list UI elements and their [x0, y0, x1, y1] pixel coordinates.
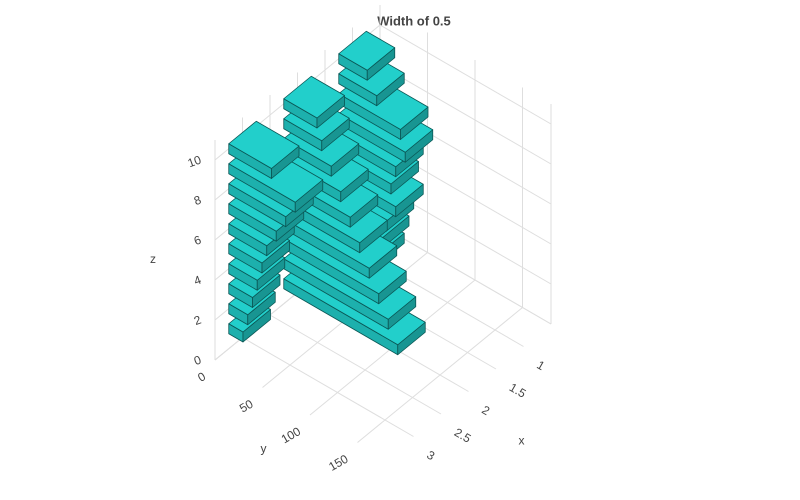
- bars: [228, 30, 434, 356]
- x-tick-label: 2: [479, 403, 492, 419]
- y-tick-label: 50: [237, 397, 256, 416]
- y-grid-line: [357, 307, 523, 443]
- y-tick-label: 100: [279, 424, 304, 446]
- chart-title: Width of 0.5: [377, 13, 451, 28]
- bar-top: [283, 75, 345, 119]
- y-axis-title: y: [261, 442, 267, 456]
- x-axis-title: x: [519, 434, 525, 448]
- z-tick-label: 6: [192, 233, 203, 249]
- z-grid-line: [379, 224, 552, 325]
- z-axis-title: z: [150, 252, 156, 266]
- z-tick-label: 8: [192, 193, 203, 209]
- y-tick-label: 150: [326, 452, 351, 474]
- z-grid-line: [379, 64, 552, 165]
- x-tick-label: 2.5: [452, 425, 474, 446]
- x-tick-label: 3: [424, 448, 437, 464]
- z-tick-label: 4: [192, 273, 203, 289]
- z-tick-label: 0: [192, 353, 203, 369]
- z-tick-label: 10: [186, 153, 204, 171]
- x-tick-label: 1: [534, 358, 547, 374]
- bar-top: [228, 120, 300, 169]
- bar-top: [338, 30, 396, 71]
- x-grid-line: [242, 337, 414, 437]
- z-grid-line: [379, 24, 552, 125]
- x-tick-label: 1.5: [507, 380, 529, 401]
- z-tick-label: 2: [192, 313, 203, 329]
- y-tick-label: 0: [195, 369, 208, 385]
